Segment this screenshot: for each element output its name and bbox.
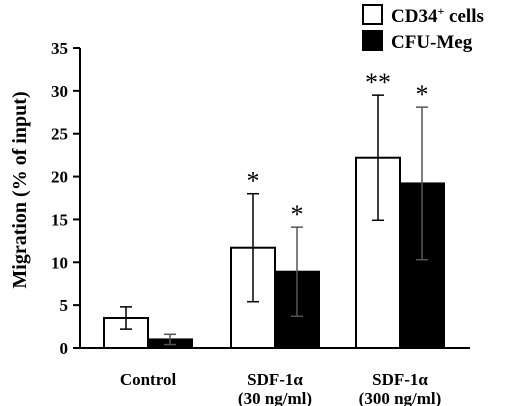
y-axis-label: Migration (% of input) [9,91,31,288]
significance-marker: * [416,80,429,109]
significance-marker: ** [365,68,391,97]
significance-marker: * [247,167,260,196]
x-tick-label-line2: (300 ng/ml) [359,389,442,406]
x-tick-label: SDF-1α [247,370,303,389]
bars: ***** [103,68,445,350]
legend-label: CFU-Meg [391,32,473,53]
y-tick-label: 5 [60,296,69,315]
x-axis-labels: Control SDF-1α(30 ng/ml)SDF-1α(300 ng/ml) [120,370,442,406]
x-tick-label: SDF-1α [372,370,428,389]
legend-swatch [362,4,383,25]
legend-label: CD34+ cells [391,4,484,27]
y-tick-label: 10 [51,253,68,272]
x-tick-label-line2: (30 ng/ml) [238,389,312,406]
y-tick-label: 35 [51,39,68,58]
y-tick-label: 25 [51,125,68,144]
y-tick-label: 0 [60,339,69,358]
x-tick-label: Control [120,370,177,389]
legend: CD34+ cells CFU-Meg [362,4,484,53]
y-tick-label: 15 [51,210,68,229]
legend-swatch [362,30,383,51]
significance-marker: * [291,200,304,229]
y-tick-label: 20 [51,168,68,187]
y-tick-label: 30 [51,82,68,101]
